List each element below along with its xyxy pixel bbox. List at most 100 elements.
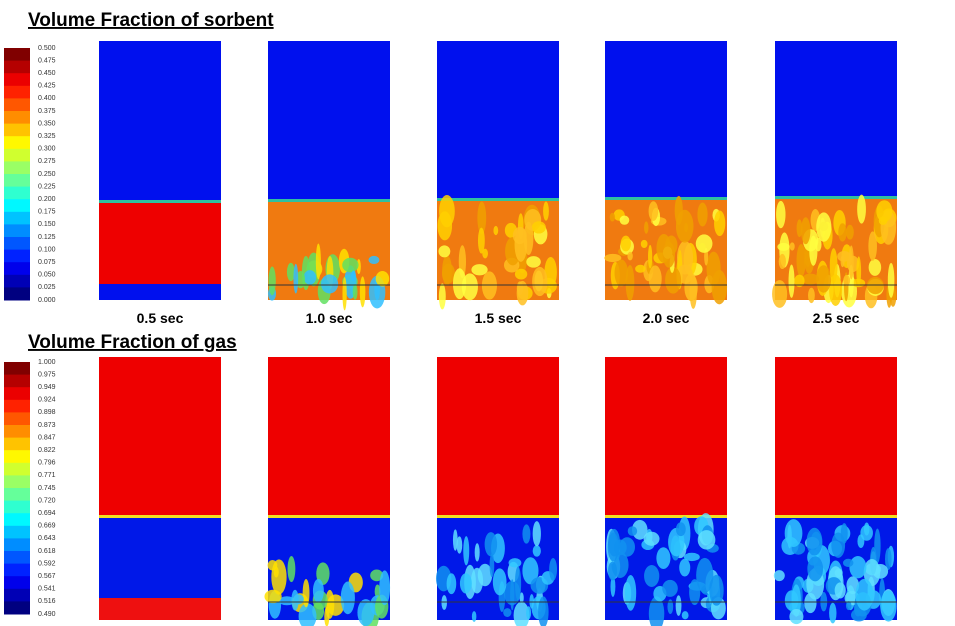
contour-blob bbox=[352, 284, 358, 300]
contour-blob bbox=[286, 262, 295, 282]
colorbar-label: 0.400 bbox=[38, 95, 56, 102]
contour-blob bbox=[846, 576, 860, 595]
colorbar-label: 0.822 bbox=[38, 447, 56, 454]
contour-blob bbox=[709, 574, 724, 606]
contour-blob bbox=[816, 212, 832, 242]
colorbar-label: 0.450 bbox=[38, 70, 56, 77]
colorbar-swatch bbox=[4, 387, 30, 401]
colorbar-label: 0.200 bbox=[38, 196, 56, 203]
contour-blob bbox=[816, 265, 832, 293]
interface bbox=[99, 515, 221, 518]
contour-blob bbox=[644, 565, 660, 587]
contour-blob bbox=[456, 536, 463, 554]
contour-panel bbox=[267, 41, 390, 311]
contour-blob bbox=[471, 611, 477, 622]
interface bbox=[437, 515, 559, 518]
contour-blob bbox=[831, 532, 846, 558]
contour-blob bbox=[885, 548, 892, 571]
contour-blob bbox=[845, 601, 852, 611]
contour-blob bbox=[815, 237, 822, 252]
colorbar-label: 0.898 bbox=[38, 409, 56, 416]
bottom-strip bbox=[99, 598, 221, 620]
colorbar-swatch bbox=[4, 450, 30, 464]
contour-blob bbox=[375, 271, 390, 287]
contour-blob bbox=[796, 219, 803, 238]
contour-blob bbox=[532, 266, 548, 297]
colorbar-swatch bbox=[4, 237, 30, 251]
colorbar-swatch bbox=[4, 174, 30, 188]
contour-blob bbox=[662, 579, 678, 597]
colorbar-swatch bbox=[4, 437, 30, 451]
contour-blob bbox=[808, 287, 815, 304]
colorbar-swatch bbox=[4, 488, 30, 502]
contour-blob bbox=[370, 569, 384, 582]
colorbar-swatch bbox=[4, 475, 30, 489]
contour-blob bbox=[477, 227, 485, 254]
time-label: 2.5 sec bbox=[813, 310, 860, 326]
contour-blob bbox=[855, 578, 874, 611]
colorbar-label: 0.643 bbox=[38, 535, 56, 542]
contour-blob bbox=[697, 530, 716, 550]
contour-blob bbox=[303, 270, 317, 285]
contour-blob bbox=[632, 519, 648, 540]
interface bbox=[99, 200, 221, 203]
colorbar-label: 0.375 bbox=[38, 108, 56, 115]
colorbar-swatch bbox=[4, 161, 30, 175]
contour-blob bbox=[359, 276, 366, 308]
contour-panel bbox=[99, 41, 221, 300]
contour-blob bbox=[857, 194, 866, 224]
contour-blob bbox=[481, 271, 497, 300]
contour-blob bbox=[696, 557, 714, 594]
contour-blob bbox=[627, 526, 638, 536]
contour-blob bbox=[619, 215, 630, 225]
contour-blob bbox=[800, 217, 811, 245]
colorbar-label: 0.694 bbox=[38, 510, 56, 517]
colorbar-swatch bbox=[4, 362, 30, 376]
contour-blob bbox=[543, 201, 549, 221]
contour-blob bbox=[789, 242, 795, 251]
contour-blob bbox=[838, 223, 847, 242]
contour-blob bbox=[878, 216, 888, 226]
contour-blob bbox=[342, 277, 347, 311]
contour-blob bbox=[675, 595, 682, 616]
colorbar-label: 1.000 bbox=[38, 359, 56, 366]
contour-blob bbox=[608, 561, 618, 581]
colorbar-swatch bbox=[4, 412, 30, 426]
contour-blob bbox=[804, 592, 817, 614]
contour-blob bbox=[291, 589, 299, 611]
colorbar-label: 0.873 bbox=[38, 422, 56, 429]
contour-blob bbox=[471, 567, 484, 594]
contour-blob bbox=[620, 235, 631, 252]
colorbar-swatch bbox=[4, 525, 30, 539]
colorbar-label: 0.250 bbox=[38, 171, 56, 178]
contour-blob bbox=[806, 527, 823, 556]
contour-blob bbox=[267, 560, 278, 571]
colorbar-label: 0.150 bbox=[38, 221, 56, 228]
colorbar-label: 0.516 bbox=[38, 598, 56, 605]
contour-blob bbox=[484, 532, 498, 557]
contour-panel bbox=[605, 357, 727, 626]
contour-blob bbox=[667, 599, 674, 615]
contour-blob bbox=[604, 253, 622, 263]
contour-blob bbox=[868, 231, 877, 261]
colorbar-swatch bbox=[4, 249, 30, 263]
contour-blob bbox=[656, 547, 671, 569]
interface bbox=[605, 515, 727, 518]
contour-blob bbox=[619, 537, 635, 557]
colorbar-swatch bbox=[4, 513, 30, 527]
contour-blob bbox=[614, 259, 629, 287]
time-label: 2.0 sec bbox=[643, 310, 690, 326]
contour-blob bbox=[531, 221, 546, 234]
contour-blob bbox=[368, 255, 380, 265]
colorbar-label: 0.000 bbox=[38, 297, 56, 304]
contour-blob bbox=[868, 258, 882, 276]
contour-blob bbox=[293, 263, 299, 294]
time-label: 1.0 sec bbox=[306, 310, 353, 326]
contour-blob bbox=[519, 592, 524, 604]
colorbar-swatch bbox=[4, 48, 30, 62]
colorbar-label: 0.720 bbox=[38, 497, 56, 504]
colorbar-swatch bbox=[4, 224, 30, 238]
time-label: 1.5 sec bbox=[475, 310, 522, 326]
contour-blob bbox=[772, 280, 788, 308]
